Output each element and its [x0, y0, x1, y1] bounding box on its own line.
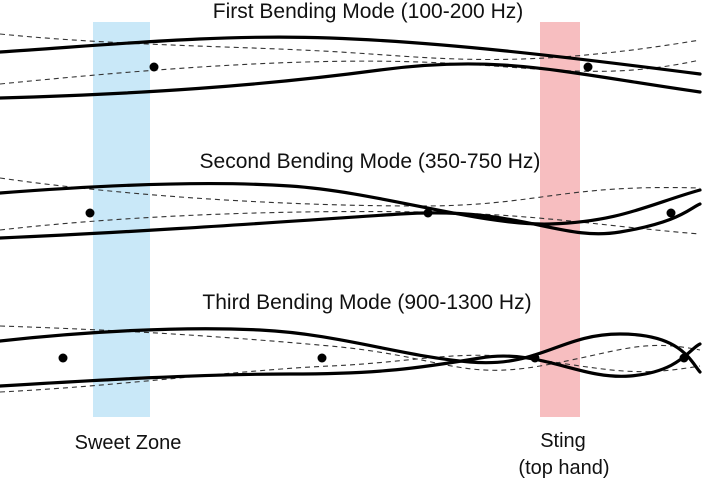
second-mode-group — [0, 177, 702, 240]
third-mode-title: Third Bending Mode (900-1300 Hz) — [202, 291, 531, 314]
first-mode-group — [0, 33, 702, 100]
second-mode-dashed-lower — [0, 210, 701, 235]
sting-zone-label: Sting — [540, 430, 586, 452]
first-mode-solid-upper — [0, 35, 702, 76]
third-mode-node-dot — [317, 353, 327, 363]
second-mode-node-dot — [666, 208, 676, 218]
sting-zone-sublabel: (top hand) — [518, 457, 609, 479]
second-mode-node-dot — [85, 208, 95, 218]
third-mode-solid-upper — [0, 327, 702, 374]
third-mode-node-dot — [530, 353, 540, 363]
second-mode-solid-lower — [0, 202, 702, 240]
third-mode-dashed-lower — [0, 354, 701, 393]
third-mode-group — [0, 325, 702, 393]
first-mode-solid-lower — [0, 62, 702, 100]
third-mode-node-dot — [679, 353, 689, 363]
third-mode-solid-lower — [0, 342, 702, 388]
second-mode-title: Second Bending Mode (350-750 Hz) — [200, 150, 541, 173]
sweet-zone-label: Sweet Zone — [75, 432, 182, 454]
first-mode-node-dot — [149, 62, 159, 72]
second-mode-node-dot — [423, 208, 433, 218]
first-mode-dashed-lower — [0, 59, 701, 85]
second-mode-dashed-upper — [0, 177, 701, 207]
third-mode-node-dot — [58, 353, 68, 363]
second-mode-solid-upper — [0, 181, 702, 226]
first-mode-node-dot — [583, 62, 593, 72]
first-mode-title: First Bending Mode (100-200 Hz) — [213, 0, 523, 23]
